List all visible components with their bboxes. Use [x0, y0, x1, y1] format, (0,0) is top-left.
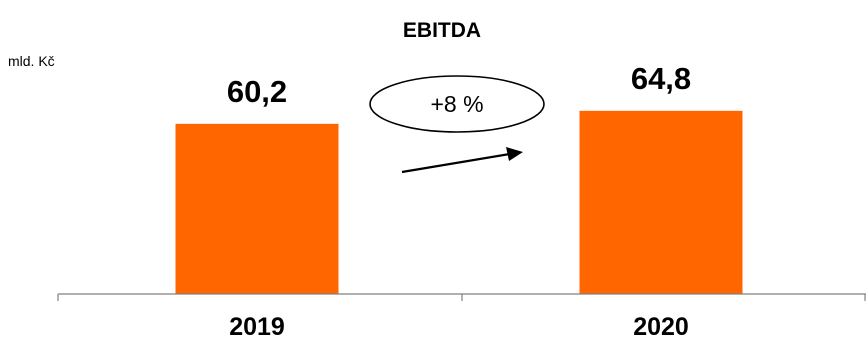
unit-label: mld. Kč	[8, 53, 55, 69]
growth-label: +8 %	[430, 91, 483, 117]
value-label-2020: 64,8	[631, 61, 691, 96]
growth-ellipse	[369, 75, 545, 133]
value-label-2019: 60,2	[227, 74, 287, 109]
growth-arrow-icon	[401, 152, 511, 174]
bar-2019	[175, 123, 339, 295]
tick-label-2019: 2019	[229, 313, 285, 341]
x-axis-tick-labels: 2019 2020	[229, 313, 689, 341]
tick-label-2020: 2020	[633, 313, 689, 341]
growth-annotation: +8 %	[369, 75, 545, 174]
chart-title: EBITDA	[403, 19, 481, 42]
value-labels-layer: 60,2 64,8	[227, 61, 691, 109]
bars-layer	[175, 110, 743, 295]
bar-2020	[579, 110, 743, 294]
x-axis	[57, 293, 866, 301]
growth-arrowhead-icon	[506, 147, 523, 161]
